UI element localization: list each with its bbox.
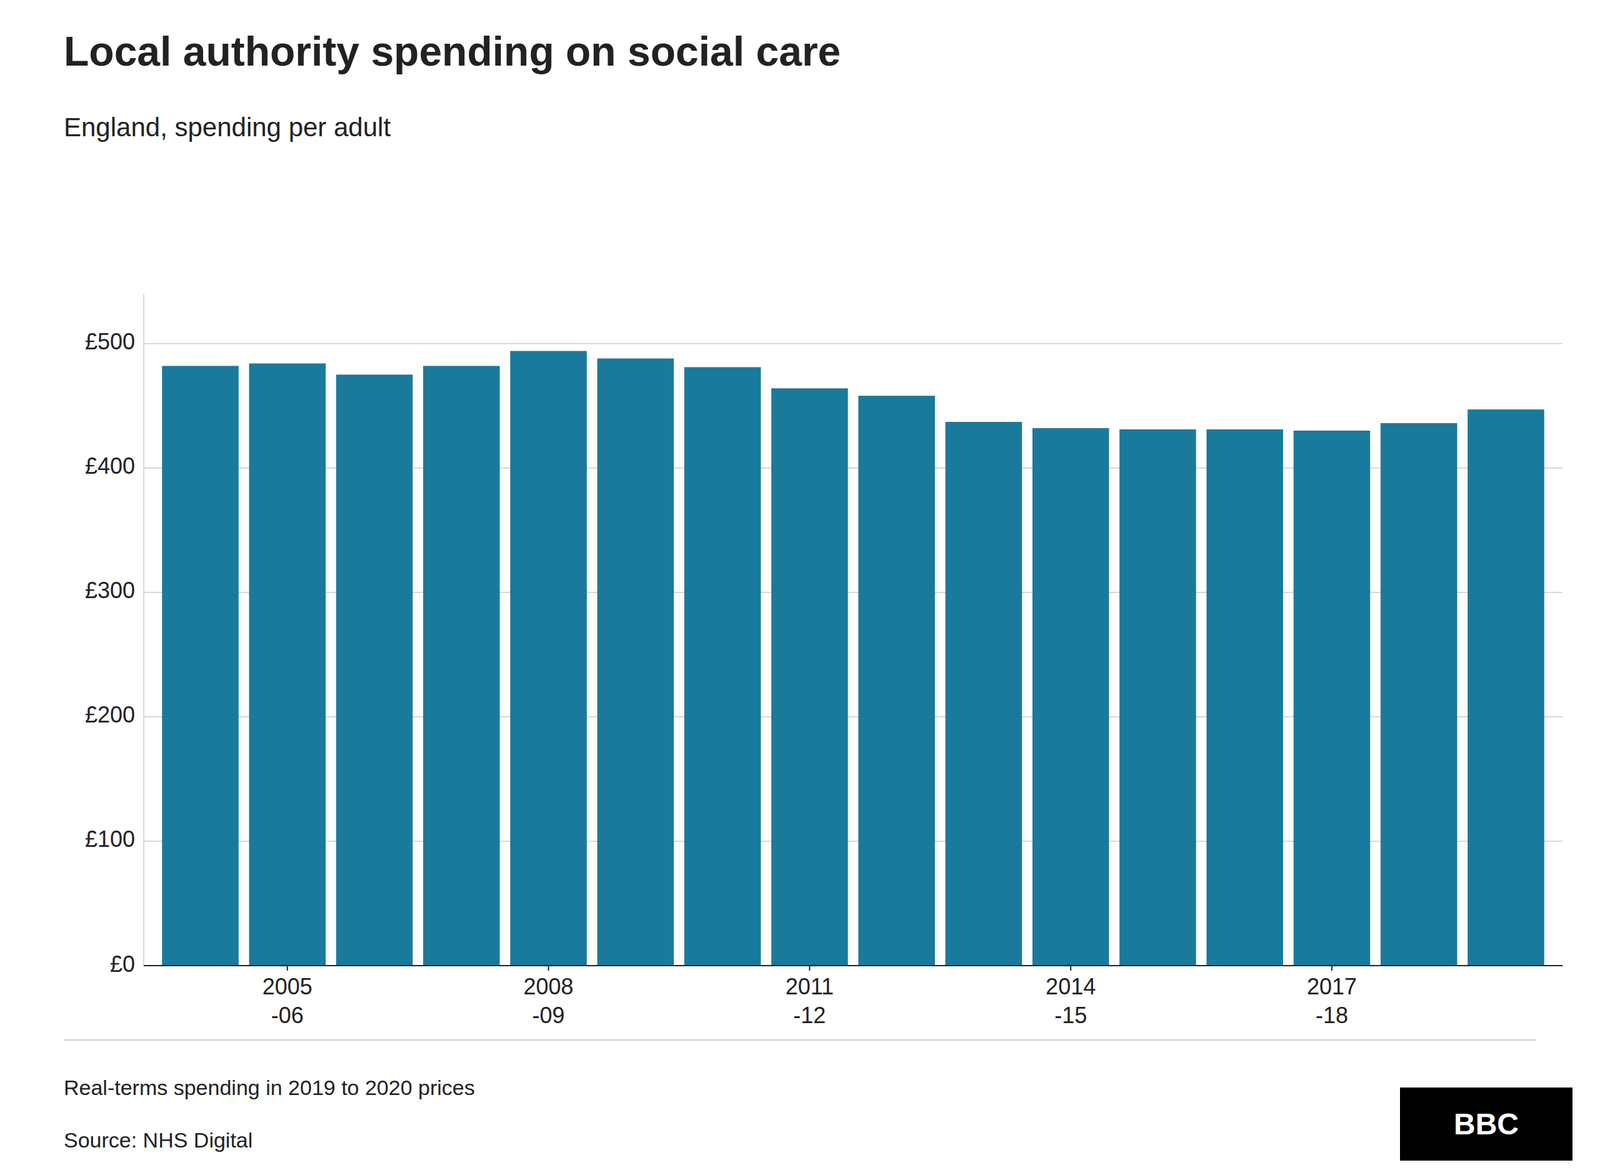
x-tick [808,965,810,971]
bar [858,395,935,966]
chart-svg: Local authority spending on social care E… [0,0,1600,1175]
bar [684,366,762,966]
x-tick-label: 2017-18 [1306,973,1357,1029]
y-tick-label: £100 [85,826,135,852]
bar [1380,423,1458,966]
x-tick-label-line: -18 [1315,1002,1349,1029]
bar [1467,409,1545,966]
x-tick [286,965,289,971]
x-tick-label-line: -09 [532,1002,565,1029]
x-tick-label-line: -06 [271,1002,304,1029]
footnote: Real-terms spending in 2019 to 2020 pric… [63,1075,475,1100]
x-tick-label-line: 2005 [262,973,313,1000]
x-tick-label-line: -12 [793,1002,826,1029]
x-tick [1070,965,1072,971]
bar [1206,429,1284,966]
y-tick-label: £300 [85,577,135,604]
bar [249,363,327,966]
x-tick-label: 2011-12 [785,973,834,1029]
y-tick-label: £200 [85,701,135,728]
x-axis-line [143,965,1563,967]
x-tick-label: 2005-06 [262,973,313,1029]
y-tick-label: £500 [85,328,135,355]
bar [945,421,1023,966]
chart-container: Local authority spending on social care E… [0,0,1600,1175]
bar [597,358,675,966]
grid-line [143,965,1563,967]
bar [161,365,239,966]
title: Local authority spending on social care [63,28,841,75]
x-tick-label-line: -15 [1054,1002,1087,1029]
bar [510,351,587,966]
bar [1293,430,1371,966]
y-tick-label: £0 [110,951,135,977]
source: Source: NHS Digital [63,1128,253,1152]
x-tick [1331,965,1333,971]
grid-line [143,343,1563,345]
bars [161,351,1545,966]
y-axis-line [143,293,145,966]
bar [1119,429,1197,966]
background [0,0,1600,1175]
bar [336,374,414,966]
separator [63,1039,1536,1041]
logo-box [1400,1087,1573,1161]
subtitle: England, spending per adult [63,112,391,142]
x-tick-label: 2014-15 [1045,973,1096,1029]
x-tick-label-line: 2011 [785,973,834,1000]
bar [423,365,500,966]
x-tick-label: 2008-09 [523,973,574,1029]
x-tick-label-line: 2014 [1045,973,1096,1000]
x-tick [548,965,550,971]
bar [1032,428,1110,966]
x-tick-label-line: 2017 [1306,973,1357,1000]
grid [143,343,1563,966]
y-tick-label: £400 [85,453,135,479]
bar [771,388,849,966]
logo-text: BBC [1453,1107,1519,1141]
x-tick-label-line: 2008 [523,973,574,1000]
